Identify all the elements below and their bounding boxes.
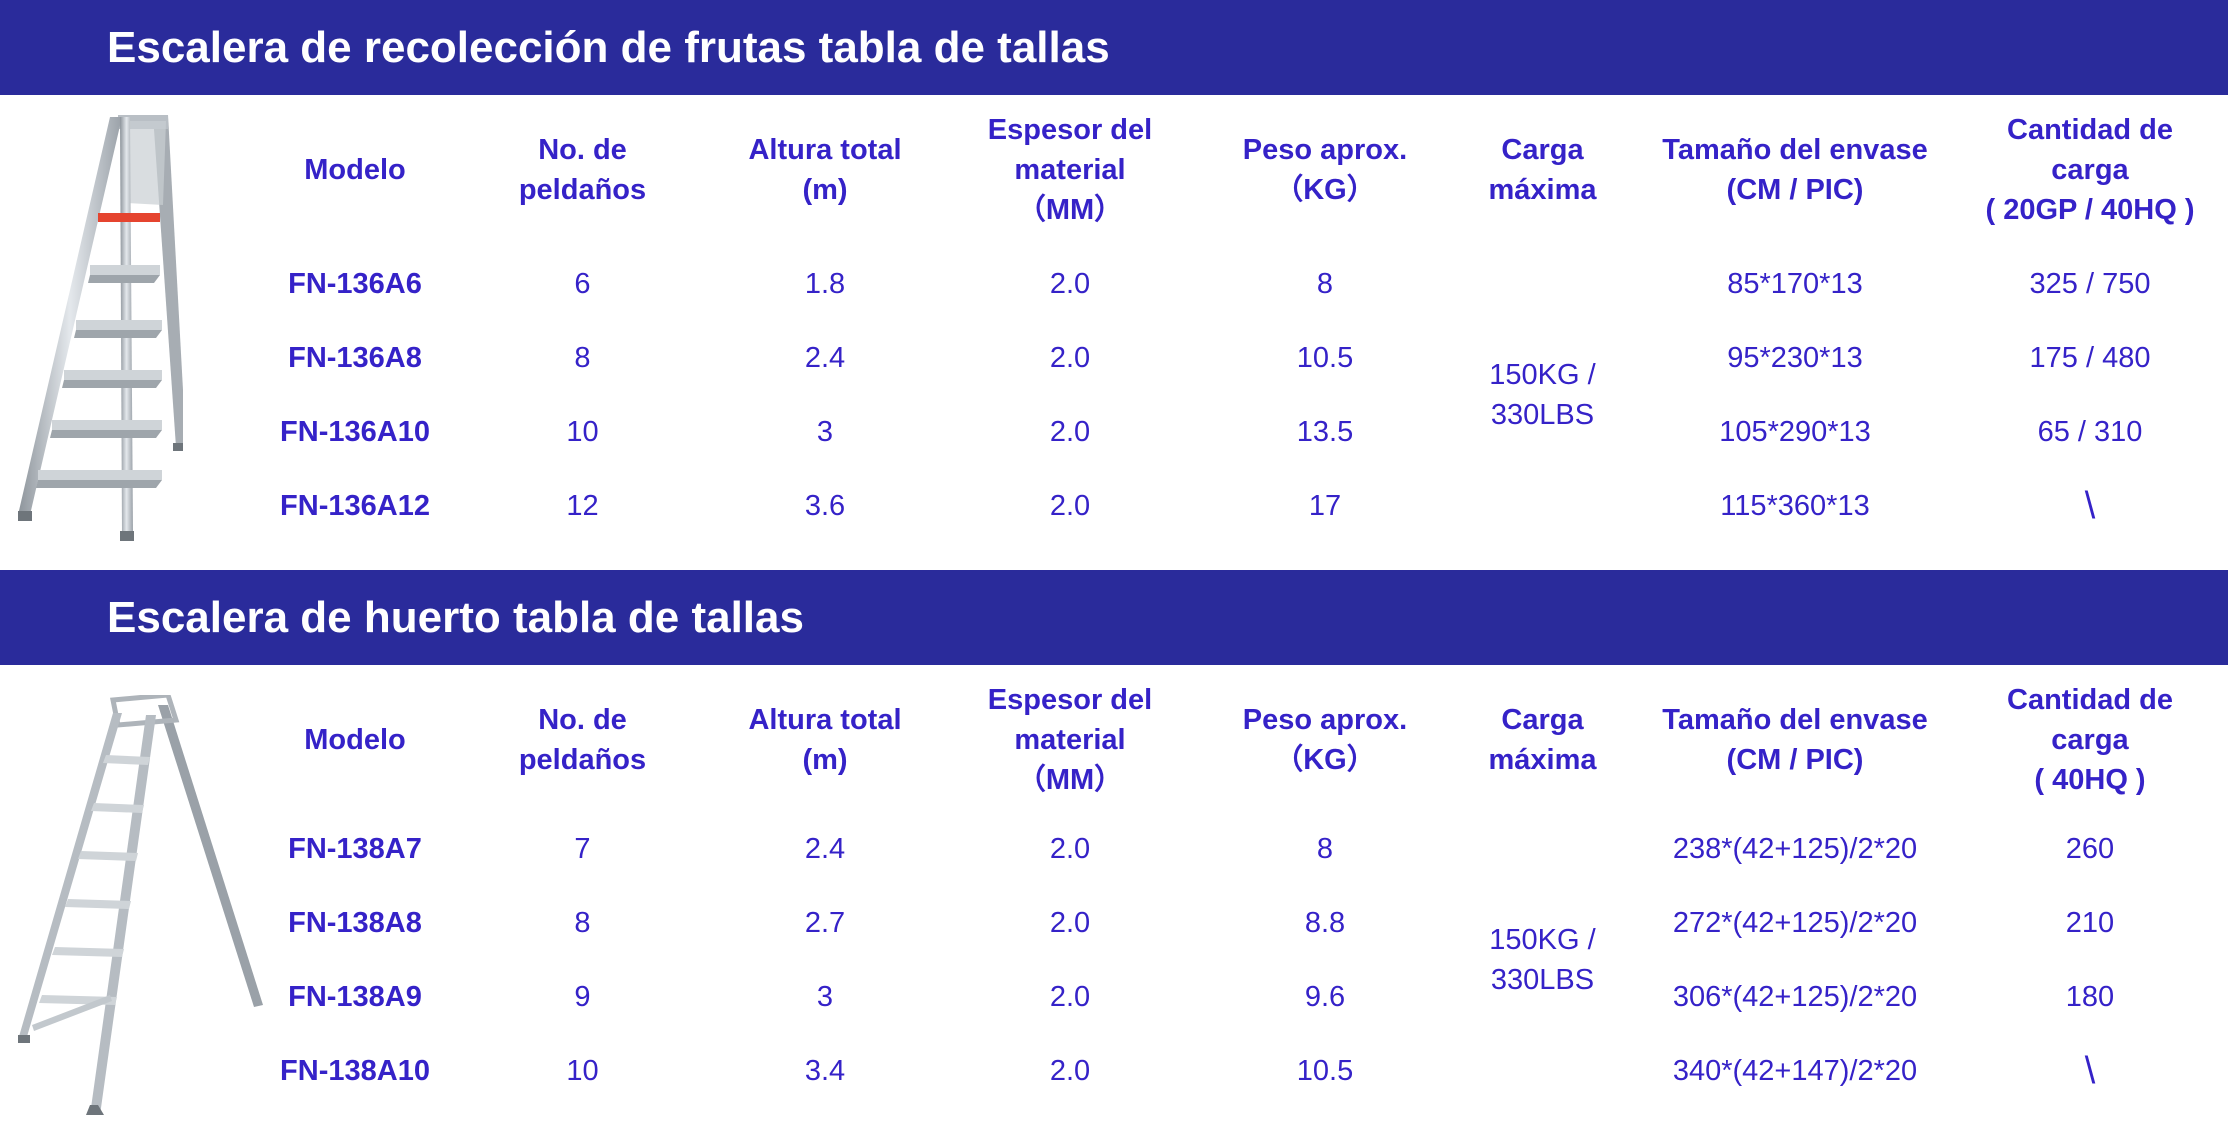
table-cell-model: FN-138A7 [288,833,422,865]
header-steps: No. de peldaños [518,704,647,776]
table-cell-steps: 10 [566,416,599,448]
header-load-quantity: Cantidad de carga ( 20GP / 40HQ ) [1985,114,2195,226]
table-cell-steps: 10 [566,1055,599,1087]
section-1-table: Modelo No. de peldaños Altura total (m) … [0,95,2228,570]
header-material-thickness: Espesor del material （MM） [987,684,1153,796]
header-model: Modelo [304,154,406,186]
table-cell-quantity: 175 / 480 [2029,342,2151,374]
header-model: Modelo [304,724,406,756]
header-package-size: Tamaño del envase (CM / PIC) [1662,134,1928,206]
table-cell-package: 95*230*13 [1727,342,1863,374]
table-cell-quantity: 325 / 750 [2029,268,2151,300]
tripod-fruit-ladder-icon [18,115,183,541]
max-load-merged-cell: 150KG / 330LBS [1489,924,1596,996]
table-cell-height: 3.6 [804,490,846,522]
table-cell-weight: 17 [1308,490,1342,522]
table-cell-package: 115*360*13 [1720,490,1870,522]
table-cell-package: 85*170*13 [1727,268,1863,300]
header-steps: No. de peldaños [518,134,647,206]
table-cell-quantity: 180 [2065,981,2115,1013]
table-cell-weight: 10.5 [1296,342,1354,374]
max-load-merged-cell: 150KG / 330LBS [1489,359,1596,431]
orchard-tripod-ladder-icon [18,695,263,1115]
header-max-load: Carga máxima [1488,134,1597,206]
header-total-height: Altura total (m) [748,134,902,206]
header-package-size: Tamaño del envase (CM / PIC) [1662,704,1928,776]
table-cell-height: 2.4 [804,833,846,865]
header-weight: Peso aprox. （KG） [1242,704,1408,776]
table-cell-thickness: 2.0 [1049,268,1091,300]
table-cell-steps: 8 [574,907,591,939]
table-cell-weight: 8 [1316,833,1334,865]
table-cell-model: FN-138A9 [288,981,422,1013]
table-cell-height: 2.7 [804,907,846,939]
section-1-title-band: Escalera de recolección de frutas tabla … [0,0,2228,95]
table-cell-height: 3 [816,416,834,448]
table-cell-package: 272*(42+125)/2*20 [1672,907,1918,939]
table-cell-package: 238*(42+125)/2*20 [1672,833,1918,865]
table-cell-quantity: 65 / 310 [2037,416,2143,448]
table-cell-thickness: 2.0 [1049,833,1091,865]
table-cell-weight: 8.8 [1304,907,1346,939]
table-cell-quantity: 260 [2065,833,2115,865]
table-cell-package: 105*290*13 [1719,416,1871,448]
table-cell-quantity: \ [2084,1050,2096,1092]
table-cell-package: 306*(42+125)/2*20 [1672,981,1918,1013]
table-cell-steps: 12 [566,490,599,522]
table-cell-quantity: 210 [2065,907,2115,939]
section-2-title-band: Escalera de huerto tabla de tallas [0,570,2228,665]
table-cell-weight: 13.5 [1296,416,1354,448]
table-cell-steps: 6 [574,268,591,300]
table-cell-model: FN-136A6 [288,268,422,300]
table-cell-weight: 8 [1316,268,1334,300]
table-cell-model: FN-138A8 [288,907,422,939]
table-cell-quantity: \ [2084,485,2096,527]
header-material-thickness: Espesor del material （MM） [987,114,1153,226]
table-cell-height: 2.4 [804,342,846,374]
table-cell-model: FN-136A12 [280,490,430,522]
table-cell-thickness: 2.0 [1049,342,1091,374]
table-cell-weight: 9.6 [1304,981,1346,1013]
table-cell-steps: 7 [574,833,591,865]
table-cell-thickness: 2.0 [1049,981,1091,1013]
header-max-load: Carga máxima [1488,704,1597,776]
table-cell-thickness: 2.0 [1049,490,1091,522]
header-load-quantity: Cantidad de carga ( 40HQ ) [2007,684,2173,796]
table-cell-model: FN-136A8 [288,342,422,374]
table-cell-package: 340*(42+147)/2*20 [1672,1055,1918,1087]
section-1-title: Escalera de recolección de frutas tabla … [107,23,1110,72]
table-cell-weight: 10.5 [1296,1055,1354,1087]
table-cell-steps: 8 [574,342,591,374]
section-2-title: Escalera de huerto tabla de tallas [107,593,804,642]
header-weight: Peso aprox. （KG） [1242,134,1408,206]
table-cell-thickness: 2.0 [1049,1055,1091,1087]
table-cell-steps: 9 [574,981,591,1013]
table-cell-height: 3 [816,981,834,1013]
table-cell-model: FN-136A10 [280,416,430,448]
table-cell-height: 3.4 [804,1055,846,1087]
table-cell-thickness: 2.0 [1049,416,1091,448]
header-total-height: Altura total (m) [748,704,902,776]
table-cell-model: FN-138A10 [280,1055,430,1087]
table-cell-height: 1.8 [804,268,846,300]
table-cell-thickness: 2.0 [1049,907,1091,939]
section-2-table: Modelo No. de peldaños Altura total (m) … [0,665,2228,1141]
